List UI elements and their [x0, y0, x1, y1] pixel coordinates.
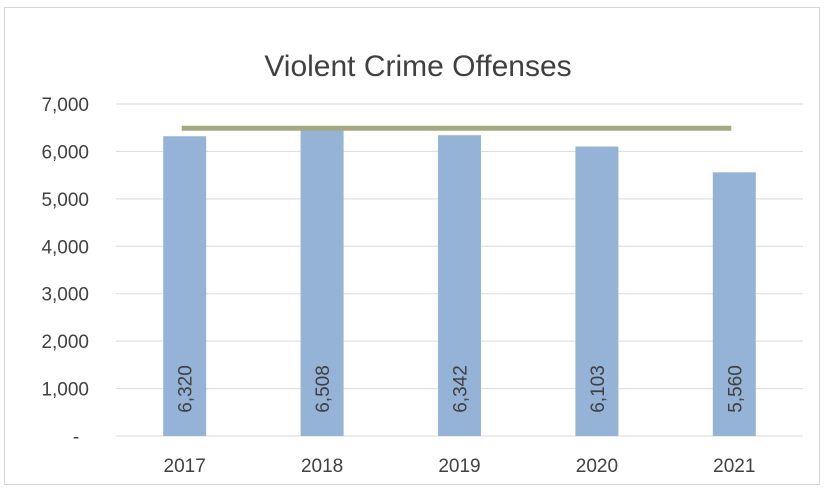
x-tick-label: 2018	[301, 456, 343, 477]
chart-title: Violent Crime Offenses	[264, 50, 571, 83]
data-label: 6,342	[451, 365, 472, 413]
x-axis-tick-labels: 2017 2018 2019 2020 2021	[164, 456, 756, 477]
y-tick-label: 3,000	[41, 285, 89, 306]
x-tick-label: 2019	[438, 456, 480, 477]
bar-2019	[438, 135, 481, 436]
y-tick-label: 4,000	[41, 237, 89, 258]
data-label: 5,560	[725, 365, 746, 413]
y-tick-label: 5,000	[41, 190, 89, 211]
x-tick-label: 2020	[576, 456, 618, 477]
data-label: 6,320	[176, 365, 197, 413]
y-tick-label: 2,000	[41, 332, 89, 353]
x-tick-label: 2017	[164, 456, 206, 477]
data-label: 6,508	[313, 365, 334, 413]
bar-2017	[163, 136, 207, 436]
y-axis-tick-labels: - 1,000 2,000 3,000 4,000 5,000 6,000 7,000	[41, 95, 89, 448]
bar-2021	[712, 172, 756, 436]
x-tick-label: 2021	[713, 456, 755, 477]
bar-2020	[575, 146, 619, 436]
data-labels: 6,320 6,508 6,342 6,103 5,560	[176, 365, 747, 413]
bar-2018	[300, 127, 344, 437]
y-tick-label: 1,000	[41, 380, 89, 401]
y-tick-label: 6,000	[41, 142, 89, 163]
bars	[163, 127, 756, 437]
y-tick-label: -	[73, 427, 79, 448]
data-label: 6,103	[588, 365, 609, 413]
y-tick-label: 7,000	[41, 95, 89, 116]
